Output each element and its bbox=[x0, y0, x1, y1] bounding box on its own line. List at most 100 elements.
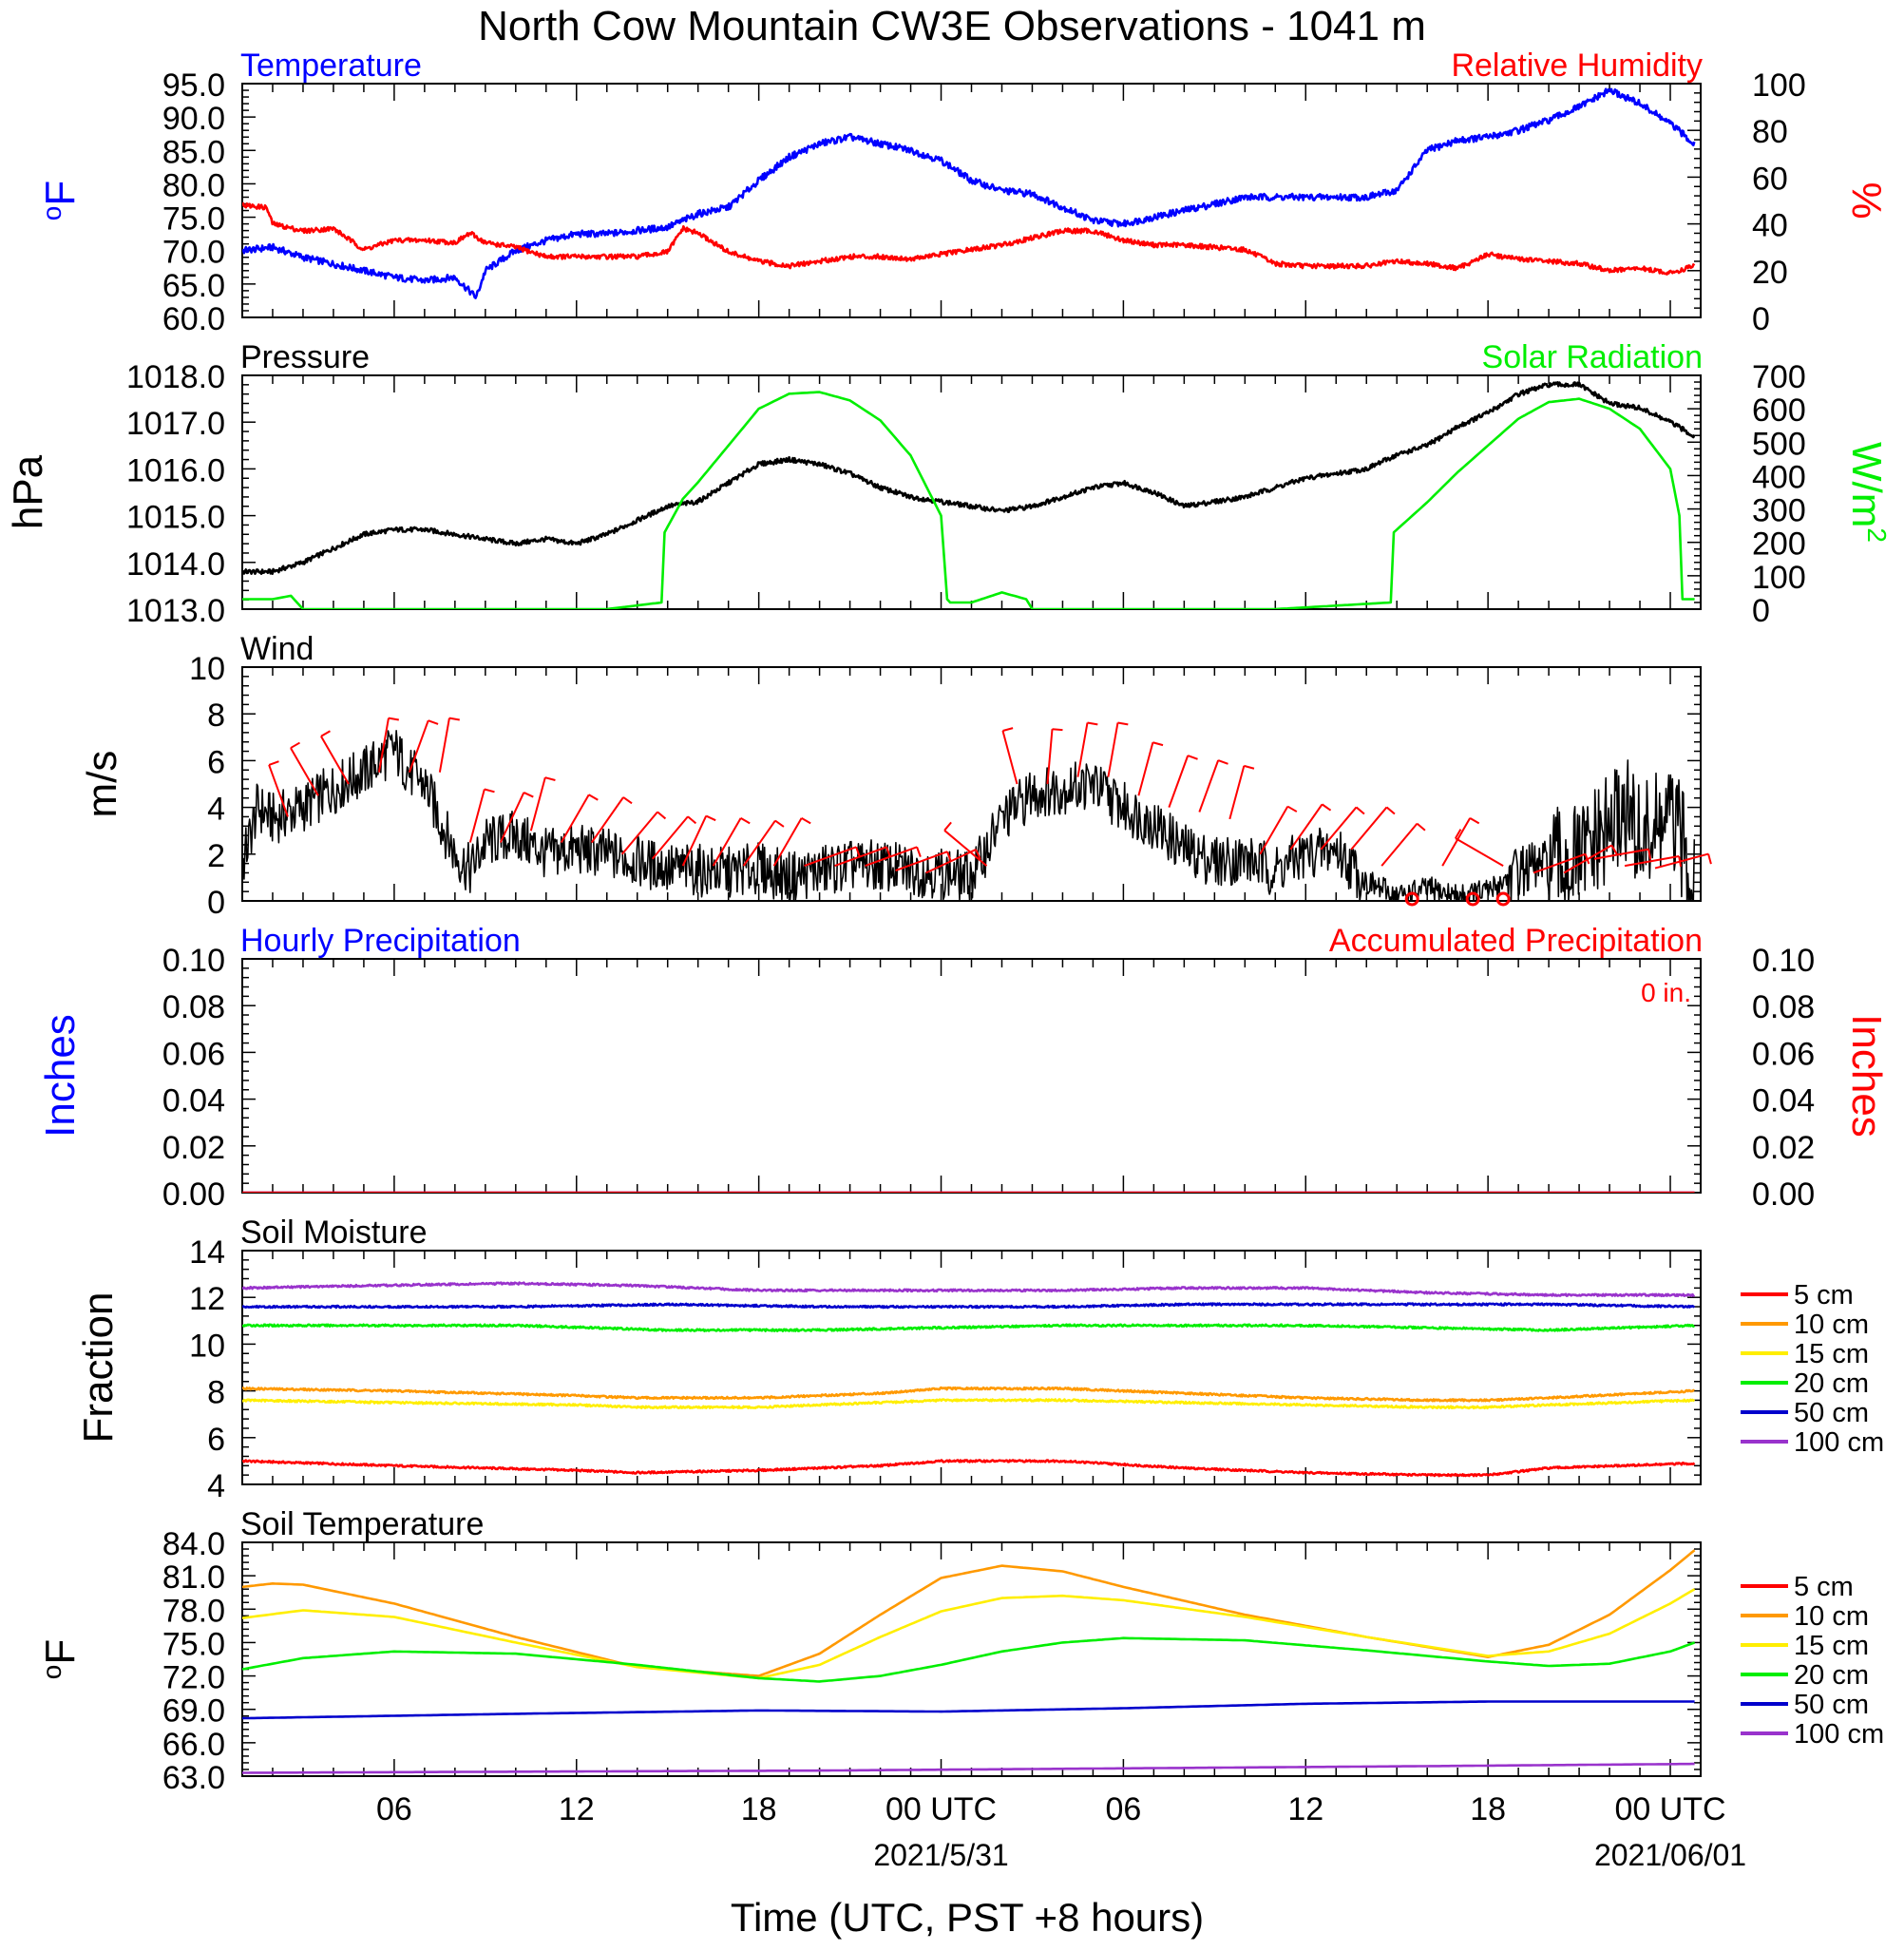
y-axis-label-right: % bbox=[1843, 182, 1890, 219]
y-tick-label-left: 8 bbox=[207, 698, 225, 734]
series-line-10-cm bbox=[242, 1386, 1695, 1403]
y-tick-label-right: 600 bbox=[1752, 392, 1806, 429]
y-tick-label-left: 95.0 bbox=[162, 67, 225, 104]
y-tick-label-left: 75.0 bbox=[162, 201, 225, 238]
y-tick-label-right: 100 bbox=[1752, 560, 1806, 596]
y-tick-label-left: 0 bbox=[207, 885, 225, 921]
y-tick-label-left: 4 bbox=[207, 792, 225, 828]
wind-barb-flag bbox=[801, 817, 811, 825]
wind-barb bbox=[1168, 755, 1190, 808]
y-tick-label-left: 66.0 bbox=[162, 1727, 225, 1763]
panel-soil_temperature: 63.066.069.072.075.078.081.084.0 Soil Tem… bbox=[37, 1506, 1884, 1872]
panel-temp_rh: 60.065.070.075.080.085.090.095.0 0 20 40 60 8… bbox=[37, 48, 1890, 337]
y-axis-label-left: oF bbox=[37, 1639, 84, 1679]
wind-barb bbox=[468, 789, 486, 843]
wind-barb-flag bbox=[687, 815, 697, 825]
legend-label: 15 cm bbox=[1794, 1339, 1869, 1369]
wind-barb-flag bbox=[388, 717, 399, 721]
y-tick-label-right: 300 bbox=[1752, 493, 1806, 529]
wind-barb bbox=[1107, 722, 1119, 777]
y-axis-label-right: W/m2 bbox=[1843, 442, 1892, 543]
wind-barb-flag bbox=[916, 846, 922, 857]
wind-barb bbox=[1198, 759, 1220, 813]
y-tick-label-left: 8 bbox=[207, 1375, 225, 1411]
wind-barb bbox=[1624, 855, 1680, 868]
y-tick-label-left: 12 bbox=[189, 1281, 225, 1317]
wind-barb-flag bbox=[1117, 721, 1129, 726]
y-axis-label-left: hPa bbox=[5, 454, 51, 529]
y-tick-label-left: 69.0 bbox=[162, 1693, 225, 1730]
panel-pressure_solar: 1013.0 1014.0 1015.0 1016.0 1017.0 1018.0 0100… bbox=[5, 339, 1892, 629]
wind-barb-flag bbox=[705, 814, 716, 822]
wind-barb-flag bbox=[268, 760, 279, 766]
y-tick-label-left: 2 bbox=[207, 838, 225, 874]
wind-barb bbox=[651, 815, 689, 860]
series-line-20-cm bbox=[242, 1636, 1696, 1683]
series-line-100-cm bbox=[242, 1762, 1695, 1774]
y-tick-label-left: 1018.0 bbox=[126, 359, 225, 395]
y-axis-label-left: Inches bbox=[37, 1014, 84, 1138]
y-axis-label-left: oF bbox=[37, 181, 84, 220]
wind-barb bbox=[865, 846, 918, 868]
wind-barb-flag bbox=[448, 717, 460, 721]
wind-barb-flag bbox=[740, 817, 751, 825]
x-tick-label: 06 bbox=[376, 1791, 412, 1827]
wind-barb-flag bbox=[1385, 806, 1396, 815]
wind-barb bbox=[1320, 806, 1358, 851]
y-tick-label-right: 200 bbox=[1752, 526, 1806, 563]
series-line-solar-radiation bbox=[242, 391, 1695, 609]
panel-title-left: Temperature bbox=[240, 48, 422, 84]
y-tick-label-right: 60 bbox=[1752, 161, 1788, 197]
legend-label: 10 cm bbox=[1794, 1310, 1869, 1340]
y-tick-label-left: 80.0 bbox=[162, 167, 225, 203]
legend-label: 10 cm bbox=[1794, 1601, 1869, 1632]
wind-barb bbox=[408, 719, 429, 774]
y-tick-label-right: 0.08 bbox=[1752, 989, 1815, 1025]
wind-barb bbox=[560, 794, 590, 843]
wind-barb bbox=[1563, 844, 1612, 874]
y-tick-label-right: 0.04 bbox=[1752, 1083, 1815, 1119]
wind-barb-flag bbox=[544, 776, 556, 781]
y-tick-label-left: 63.0 bbox=[162, 1760, 225, 1796]
wind-barb-flag bbox=[622, 796, 633, 805]
panel-title-left: Wind bbox=[240, 631, 314, 667]
series-line-50-cm bbox=[242, 1700, 1695, 1720]
y-tick-label-left: 1016.0 bbox=[126, 452, 225, 488]
wind-barb-flag bbox=[1647, 849, 1652, 860]
y-tick-label-left: 84.0 bbox=[162, 1526, 225, 1562]
panel-title-right: Accumulated Precipitation bbox=[1329, 923, 1703, 959]
wind-barb-flag bbox=[290, 741, 300, 749]
panel-wind: 0 2 4 6 8 10 Wind m/s bbox=[79, 631, 1712, 921]
wind-barb bbox=[620, 811, 658, 855]
series-line-15-cm bbox=[242, 1588, 1696, 1680]
panel-title-left: Hourly Precipitation bbox=[240, 923, 521, 959]
wind-barb bbox=[1259, 806, 1289, 855]
wind-barb bbox=[1001, 730, 1019, 785]
panel-title-right: Relative Humidity bbox=[1451, 48, 1703, 84]
y-tick-label-left: 0.08 bbox=[162, 989, 225, 1025]
wind-barb bbox=[925, 849, 977, 874]
wind-barb-flag bbox=[1087, 721, 1098, 726]
legend-label: 50 cm bbox=[1794, 1690, 1869, 1720]
series-line-20-cm bbox=[242, 1323, 1696, 1332]
wind-barb bbox=[1593, 848, 1649, 860]
wind-barb-flag bbox=[428, 719, 439, 725]
calm-wind-marker bbox=[1495, 891, 1511, 907]
y-tick-label-left: 1015.0 bbox=[126, 500, 225, 536]
wind-barb bbox=[895, 851, 948, 871]
y-tick-label-right: 80 bbox=[1752, 114, 1788, 150]
wind-barb-flag bbox=[975, 849, 981, 860]
y-tick-label-left: 6 bbox=[207, 744, 225, 780]
date-label: 2021/06/01 bbox=[1594, 1838, 1746, 1872]
legend-label: 5 cm bbox=[1794, 1280, 1854, 1310]
calm-wind-marker bbox=[1404, 891, 1419, 907]
x-tick-label: 06 bbox=[1105, 1791, 1141, 1827]
panel-title-right: Solar Radiation bbox=[1482, 339, 1703, 375]
y-tick-label-left: 1017.0 bbox=[126, 406, 225, 442]
wind-barb bbox=[1289, 803, 1323, 851]
x-axis-label: Time (UTC, PST +8 hours) bbox=[731, 1895, 1204, 1940]
y-tick-label-left: 4 bbox=[207, 1468, 225, 1504]
y-tick-label-right: 0.00 bbox=[1752, 1176, 1815, 1213]
